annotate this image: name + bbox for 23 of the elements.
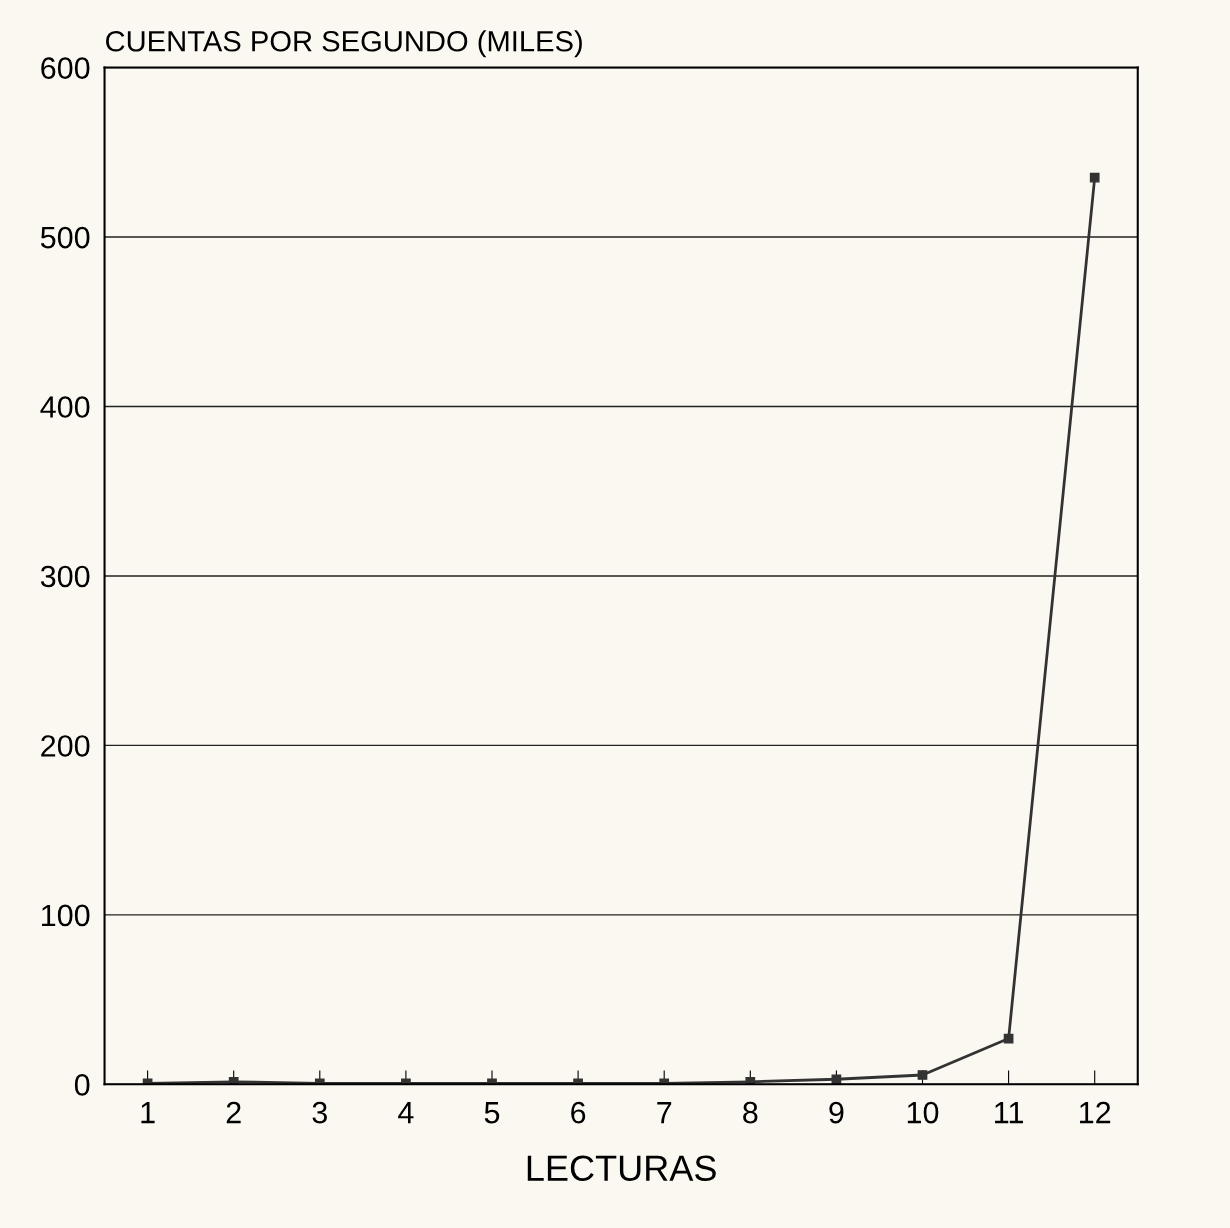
y-tick-label: 400 bbox=[40, 396, 90, 418]
y-tick-label: 500 bbox=[40, 226, 90, 249]
y-tick-label: 100 bbox=[42, 904, 90, 927]
x-tick-label: 8 bbox=[743, 1101, 758, 1124]
x-tick-label: 3 bbox=[312, 1101, 327, 1124]
y-tick-label: 200 bbox=[41, 735, 90, 757]
x-tick-label: 5 bbox=[484, 1102, 500, 1124]
x-tick-label: 1 bbox=[141, 1102, 155, 1124]
x-tick-label: 6 bbox=[571, 1101, 586, 1124]
x-tick-label: 9 bbox=[829, 1101, 844, 1124]
y-tick-label: 600 bbox=[41, 57, 90, 79]
y-axis-title: CUENTAS POR SEGUNDO (MILES) bbox=[106, 30, 582, 58]
x-tick-label: 2 bbox=[226, 1101, 241, 1124]
point bbox=[917, 1070, 928, 1080]
y-tick-label: 0 bbox=[74, 1074, 90, 1096]
x-axis-title: LECTURAS bbox=[527, 1155, 716, 1181]
x-tick-label: 11 bbox=[995, 1102, 1023, 1124]
x-tick-label: 10 bbox=[907, 1101, 939, 1124]
x-tick-label: 4 bbox=[398, 1102, 414, 1124]
x-tick-label: 7 bbox=[657, 1102, 672, 1124]
x-tick-label: 12 bbox=[1080, 1101, 1111, 1124]
point bbox=[1089, 172, 1100, 183]
y-tick-label: 300 bbox=[40, 565, 90, 588]
